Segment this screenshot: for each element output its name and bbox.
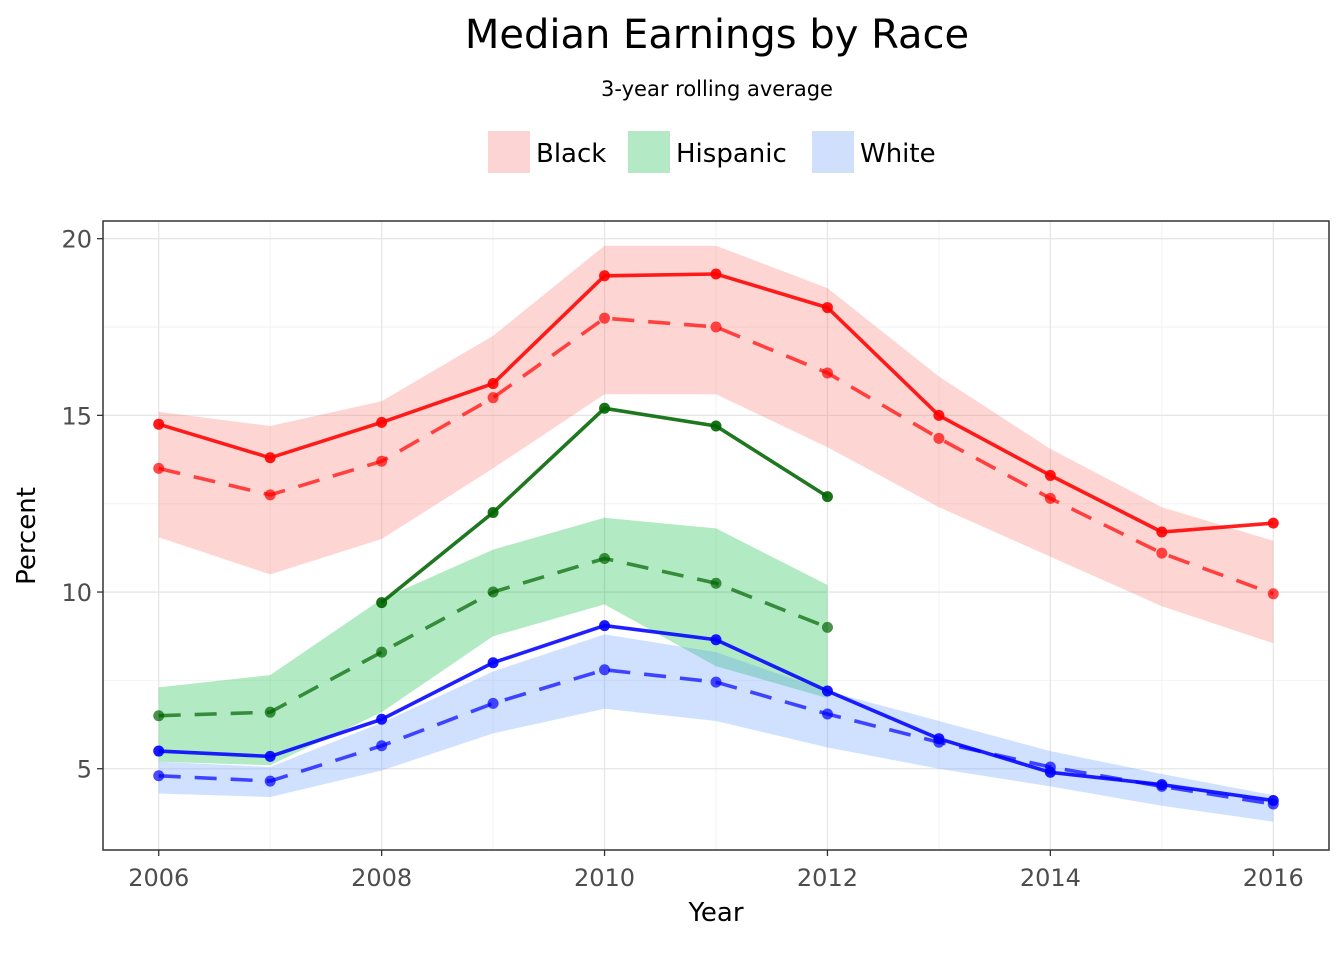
solid-point-white	[933, 733, 945, 745]
dashed-point-black	[1156, 547, 1168, 559]
x-tick-label: 2012	[797, 864, 858, 892]
dashed-point-black	[264, 489, 276, 501]
solid-point-white	[376, 713, 388, 725]
dashed-point-white	[376, 740, 388, 752]
dashed-point-hispanic	[376, 646, 388, 658]
solid-point-black	[376, 416, 388, 428]
y-tick-label: 10	[61, 579, 92, 607]
solid-point-white	[264, 750, 276, 762]
x-axis-title: Year	[687, 898, 743, 928]
solid-point-black	[1156, 526, 1168, 538]
dashed-point-white	[264, 775, 276, 787]
solid-point-hispanic	[710, 420, 722, 432]
dashed-point-hispanic	[599, 552, 611, 564]
solid-point-black	[1267, 517, 1279, 529]
x-tick-label: 2014	[1020, 864, 1081, 892]
dashed-line-black	[158, 316, 1274, 596]
solid-point-white	[1267, 795, 1279, 807]
x-tick-label: 2016	[1243, 864, 1304, 892]
dashed-point-black	[821, 367, 833, 379]
solid-point-hispanic	[821, 491, 833, 503]
dashed-point-hispanic	[153, 710, 165, 722]
legend-label-white: White	[860, 139, 936, 169]
dashed-point-hispanic	[821, 621, 833, 633]
legend-key-black	[488, 131, 530, 173]
dashed-point-hispanic	[710, 577, 722, 589]
solid-point-black	[1044, 469, 1056, 481]
dashed-point-black	[599, 312, 611, 324]
y-tick-label: 20	[61, 226, 92, 254]
x-tick-label: 2010	[574, 864, 635, 892]
dashed-point-white	[487, 697, 499, 709]
legend-label-black: Black	[536, 139, 606, 169]
dashed-point-white	[710, 676, 722, 688]
solid-point-white	[821, 685, 833, 697]
solid-point-white	[599, 620, 611, 632]
dashed-point-black	[933, 432, 945, 444]
dashed-point-white	[821, 708, 833, 720]
dashed-point-black	[1044, 492, 1056, 504]
dashed-point-hispanic	[264, 706, 276, 718]
legend-label-hispanic: Hispanic	[676, 139, 787, 169]
x-axis: 2006 2008 2010 2012 2014 2016	[128, 850, 1304, 892]
dashed-point-white	[153, 770, 165, 782]
legend-key-hispanic	[628, 131, 670, 173]
solid-point-black	[264, 452, 276, 464]
band-hispanic	[158, 517, 828, 766]
solid-point-black	[153, 418, 165, 430]
solid-point-hispanic	[487, 507, 499, 519]
y-axis-title: Percent	[12, 487, 42, 585]
legend: Black Hispanic White	[488, 131, 936, 173]
chart-title: Median Earnings by Race	[465, 12, 969, 58]
solid-point-white	[1044, 766, 1056, 778]
plot-border	[102, 220, 1330, 851]
dashed-point-hispanic	[487, 586, 499, 598]
solid-point-hispanic	[376, 597, 388, 609]
y-tick-label: 5	[77, 756, 92, 784]
dashed-point-white	[599, 664, 611, 676]
series-points	[153, 268, 1279, 810]
solid-point-white	[487, 657, 499, 669]
solid-point-white	[1156, 779, 1168, 791]
dashed-point-black	[1267, 588, 1279, 600]
solid-point-black	[599, 270, 611, 282]
solid-point-white	[153, 745, 165, 757]
y-axis: 5 10 15 20	[61, 226, 103, 784]
x-tick-label: 2006	[128, 864, 189, 892]
dashed-point-black	[710, 321, 722, 333]
x-tick-label: 2008	[351, 864, 412, 892]
dashed-point-black	[153, 462, 165, 474]
chart-subtitle: 3-year rolling average	[601, 77, 833, 101]
solid-point-white	[710, 634, 722, 646]
solid-point-hispanic	[599, 402, 611, 414]
y-tick-label: 15	[61, 402, 92, 430]
solid-point-black	[821, 302, 833, 314]
dashed-point-black	[376, 455, 388, 467]
solid-point-black	[933, 409, 945, 421]
solid-point-black	[487, 378, 499, 390]
solid-point-black	[710, 268, 722, 280]
band-white	[158, 634, 1274, 822]
dashed-point-black	[487, 392, 499, 404]
legend-key-white	[812, 131, 854, 173]
